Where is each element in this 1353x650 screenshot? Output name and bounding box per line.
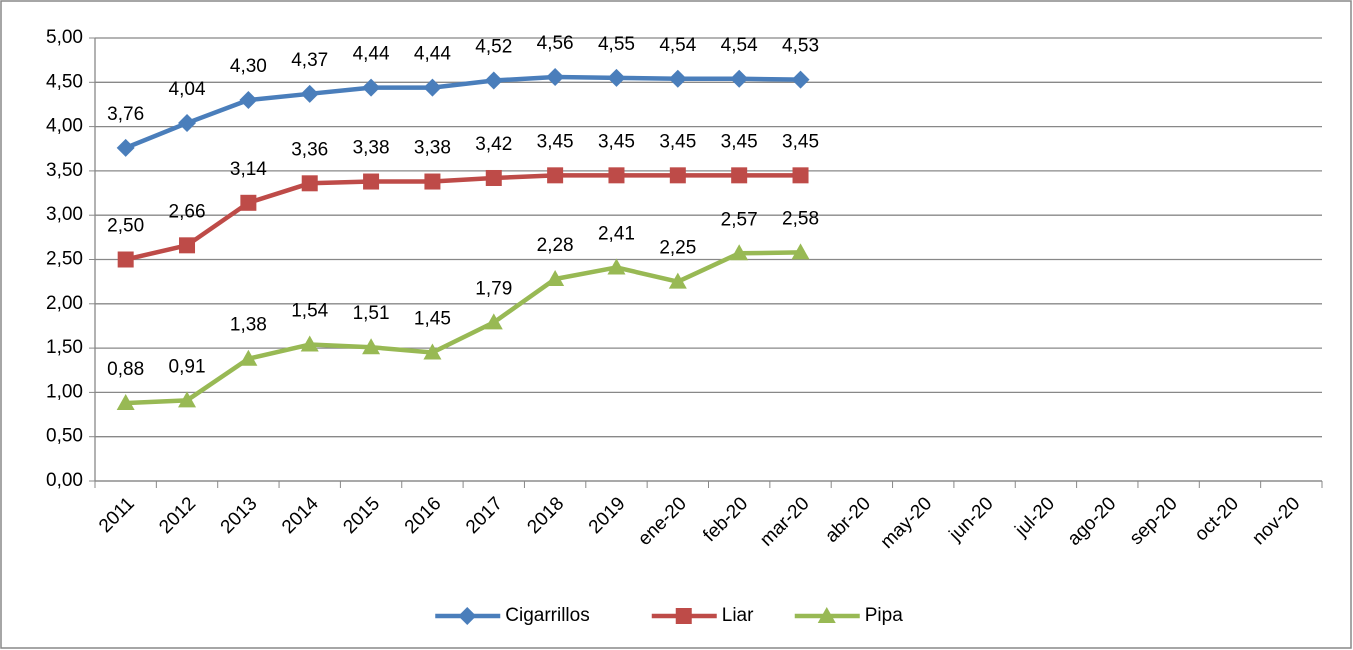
legend-label: Cigarrillos	[505, 605, 589, 626]
marker	[547, 167, 564, 184]
marker	[791, 243, 810, 260]
series-line	[125, 250, 801, 406]
marker	[362, 338, 381, 355]
legend-label: Liar	[722, 605, 754, 626]
legend-marker	[675, 608, 692, 624]
y-tick-label: 3,00	[46, 204, 83, 225]
marker	[669, 167, 686, 184]
data-label: 1,51	[353, 303, 390, 324]
data-label: 2,25	[659, 238, 696, 259]
legend-label: Pipa	[865, 605, 903, 626]
marker	[239, 349, 258, 366]
data-label: 2,66	[169, 201, 206, 222]
marker	[178, 114, 197, 133]
y-tick-label: 4,00	[46, 116, 83, 137]
data-label: 2,58	[782, 208, 819, 229]
data-label: 3,42	[475, 134, 512, 155]
data-label: 4,44	[414, 44, 451, 65]
marker	[240, 194, 257, 211]
data-label: 2,28	[537, 235, 574, 256]
marker	[300, 335, 319, 352]
marker	[423, 343, 442, 360]
data-label: 2,50	[107, 216, 144, 237]
marker	[301, 175, 318, 192]
data-label: 1,79	[475, 278, 512, 299]
marker	[546, 67, 565, 86]
data-label: 4,04	[169, 79, 206, 100]
marker	[668, 69, 687, 88]
data-label: 3,45	[598, 131, 635, 152]
series-line	[125, 173, 801, 262]
legend-marker	[817, 607, 836, 623]
data-label: 4,54	[721, 35, 758, 56]
data-label: 4,52	[475, 37, 512, 58]
y-tick-label: 2,00	[46, 293, 83, 314]
y-tick-label: 0,50	[46, 426, 83, 447]
marker	[730, 69, 749, 88]
data-label: 3,38	[353, 138, 390, 159]
marker	[792, 167, 809, 184]
data-label: 4,37	[291, 50, 328, 71]
y-tick-label: 1,00	[46, 381, 83, 402]
marker	[484, 71, 503, 90]
marker	[179, 237, 196, 254]
data-label: 1,54	[291, 301, 328, 322]
data-label: 4,56	[537, 33, 574, 54]
marker	[424, 173, 441, 190]
marker	[116, 138, 135, 157]
data-label: 0,88	[107, 359, 144, 380]
data-label: 3,45	[537, 131, 574, 152]
data-label: 4,44	[353, 44, 390, 65]
data-label: 3,38	[414, 138, 451, 159]
marker	[730, 244, 749, 261]
series-line	[124, 74, 801, 150]
marker	[239, 91, 258, 110]
marker	[608, 167, 625, 184]
y-tick-label: 5,00	[46, 27, 83, 48]
marker	[668, 272, 687, 289]
marker	[546, 269, 565, 286]
data-label: 2,57	[721, 209, 758, 230]
marker	[423, 78, 442, 97]
data-label: 3,45	[782, 131, 819, 152]
y-tick-label: 4,50	[46, 71, 83, 92]
data-label: 1,45	[414, 309, 451, 330]
legend-marker	[458, 607, 477, 625]
marker	[300, 84, 319, 103]
data-label: 3,76	[107, 104, 144, 125]
marker	[607, 258, 626, 275]
data-label: 4,53	[782, 36, 819, 57]
marker	[791, 70, 810, 89]
y-tick-label: 3,50	[46, 160, 83, 181]
y-tick-label: 2,50	[46, 249, 83, 270]
y-tick-label: 0,00	[46, 470, 83, 491]
marker	[116, 394, 135, 411]
data-label: 3,45	[659, 131, 696, 152]
data-label: 3,14	[230, 159, 267, 180]
marker	[485, 169, 502, 186]
data-label: 4,30	[230, 56, 267, 77]
marker	[363, 173, 380, 190]
marker	[117, 251, 134, 268]
data-label: 2,41	[598, 223, 635, 244]
y-tick-label: 1,50	[46, 337, 83, 358]
marker	[731, 167, 748, 184]
marker	[484, 313, 503, 330]
data-label: 1,38	[230, 315, 267, 336]
data-label: 3,36	[291, 139, 328, 160]
marker	[362, 78, 381, 97]
data-label: 4,55	[598, 34, 635, 55]
data-label: 3,45	[721, 131, 758, 152]
data-label: 0,91	[169, 356, 206, 377]
marker	[607, 68, 626, 87]
data-label: 4,54	[659, 35, 696, 56]
marker	[178, 391, 197, 408]
